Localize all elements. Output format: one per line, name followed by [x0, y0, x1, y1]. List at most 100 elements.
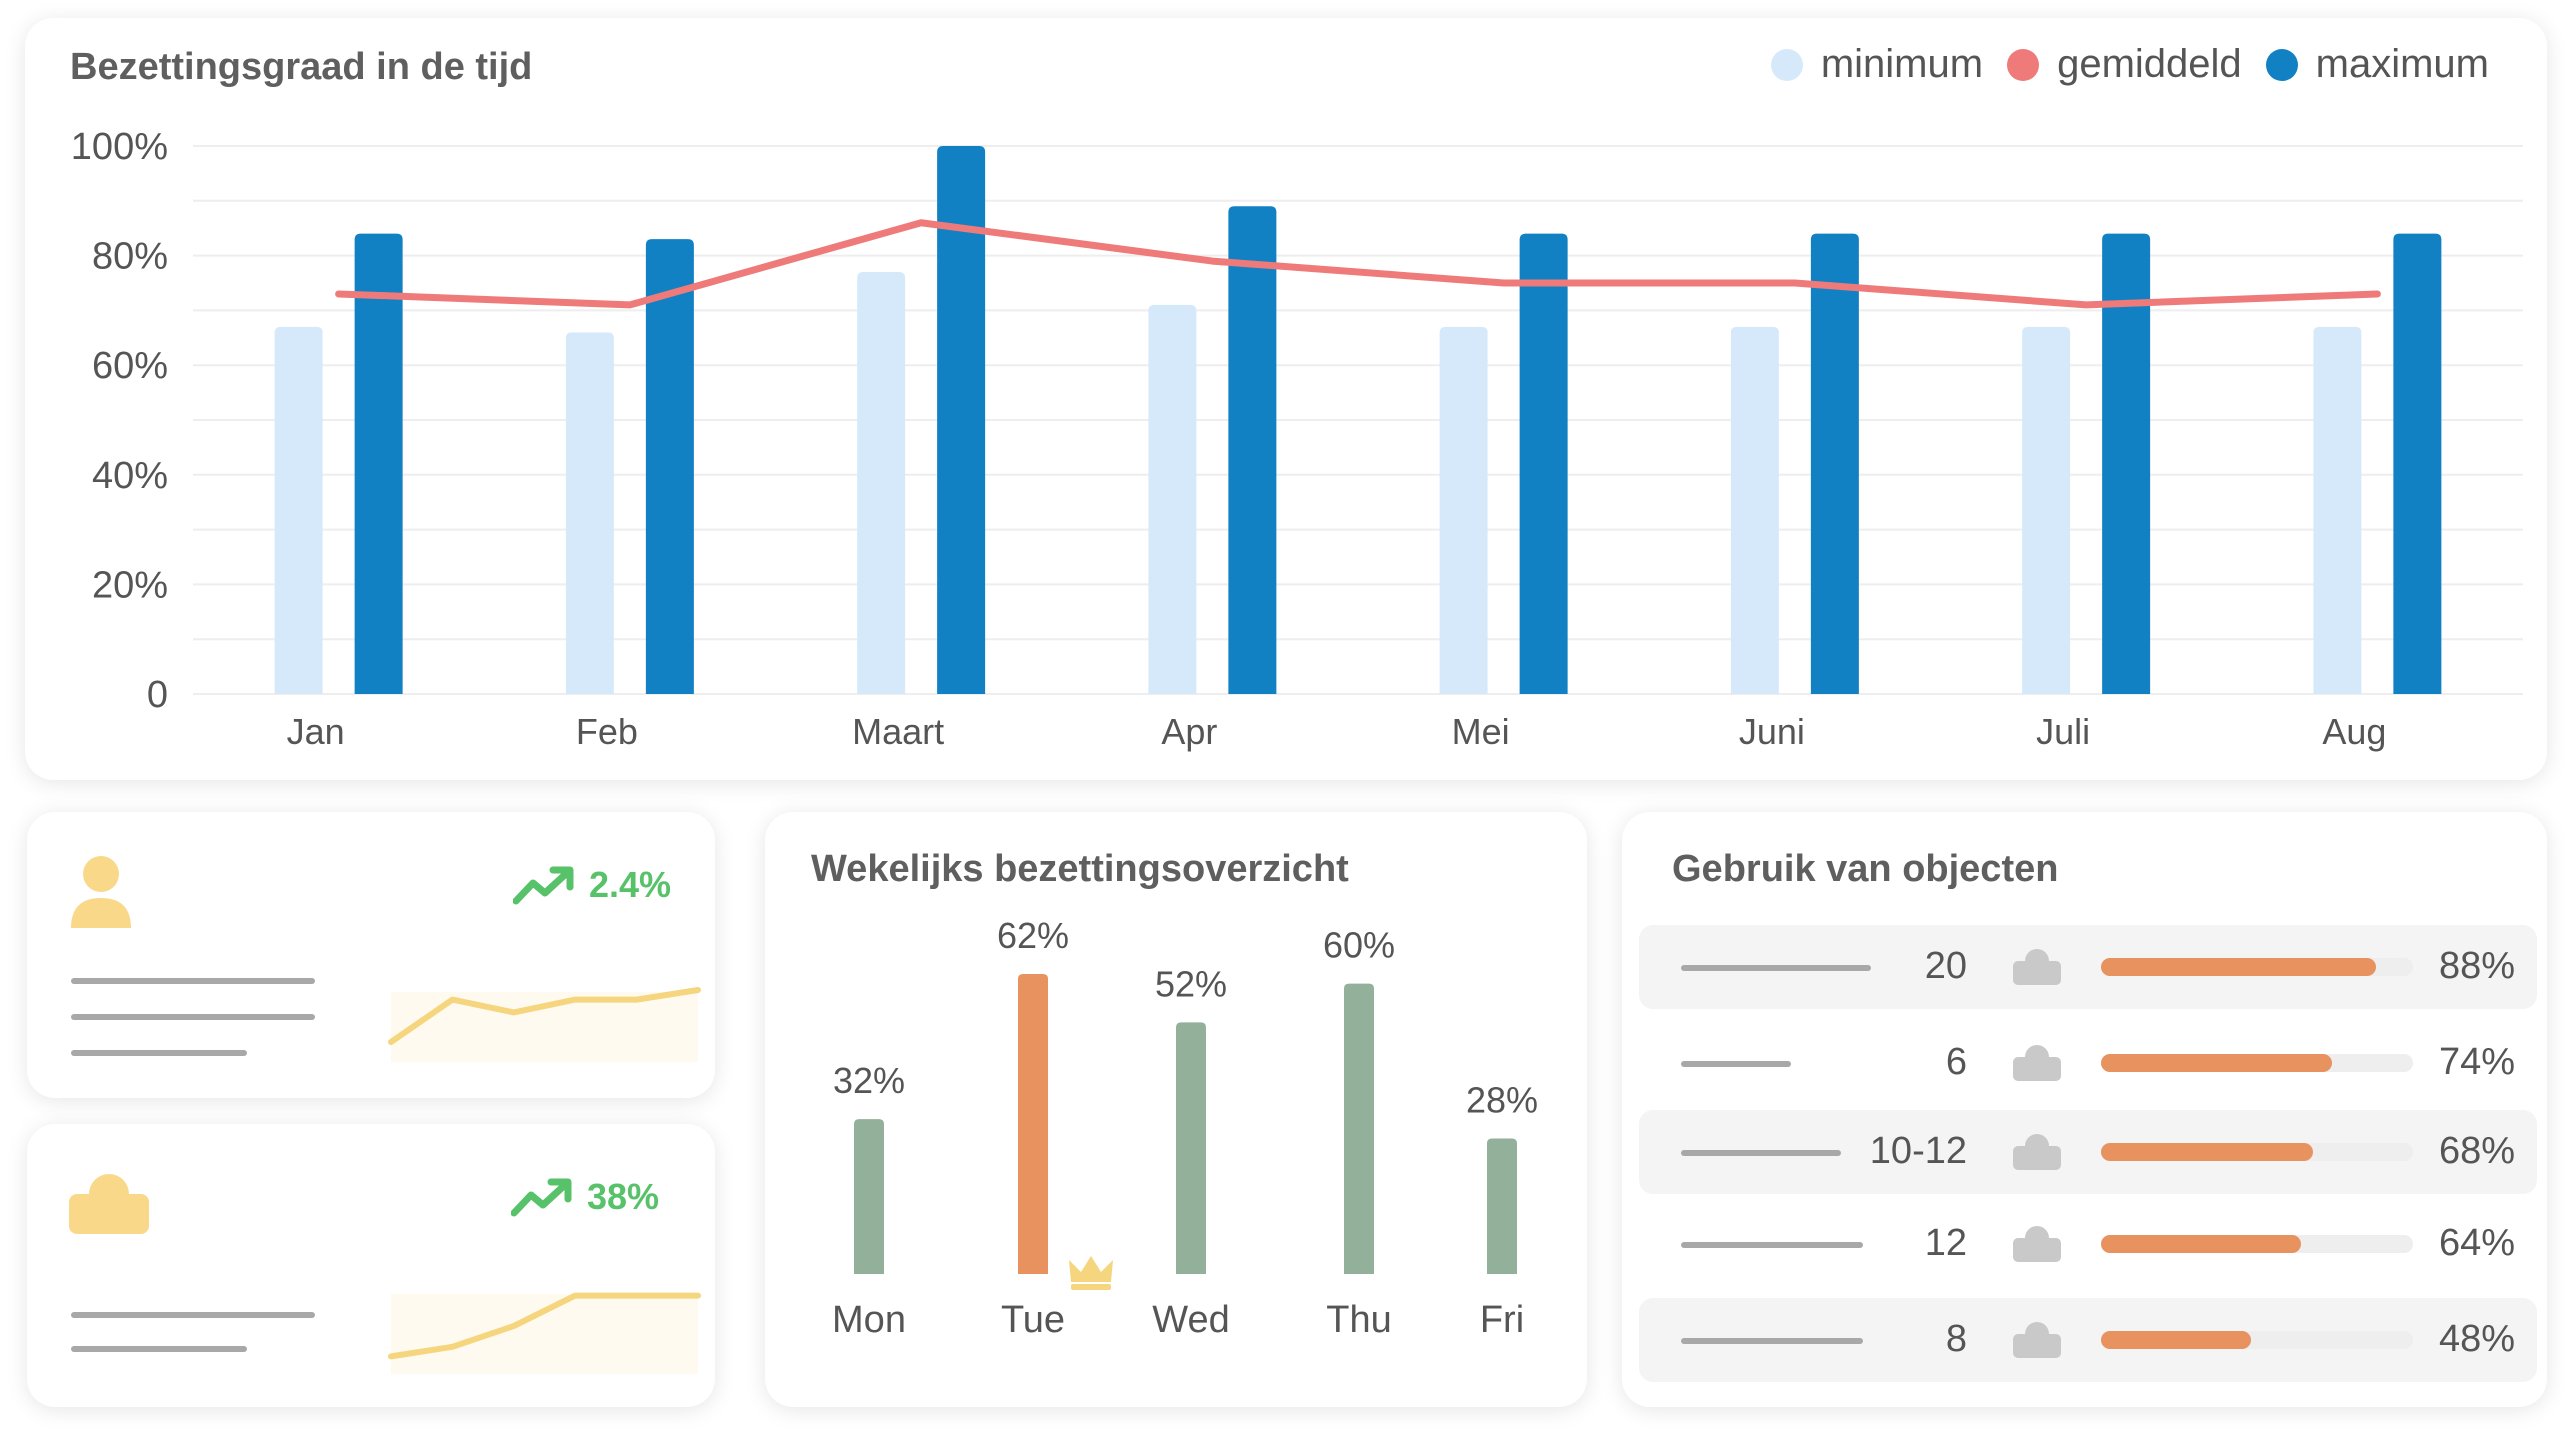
weekly-day-label: Fri — [1480, 1299, 1524, 1341]
usage-progress-fill — [2101, 1053, 2332, 1072]
trend-up-icon — [510, 1178, 572, 1217]
usage-progress-fill — [2101, 1235, 2301, 1253]
bar-maximum[interactable] — [1810, 233, 1859, 694]
occupancy-chart: 0 20% 40% 60% 80% 100% Jan Feb Maart Apr Mei Juni Ju… — [71, 126, 2523, 752]
bar-maximum[interactable] — [354, 233, 403, 694]
weekly-bar[interactable] — [1344, 983, 1374, 1274]
bar-maximum[interactable] — [1519, 233, 1568, 694]
object-row[interactable]: 8 48% — [1639, 1297, 2537, 1382]
legend-item-average[interactable]: gemiddeld — [2007, 42, 2242, 87]
sparkline-line — [388, 987, 701, 1045]
weekly-bar[interactable] — [1176, 1022, 1206, 1274]
sparkline-area — [391, 992, 698, 1062]
x-tick-label: Aug — [2322, 711, 2386, 752]
legend-item-minimum[interactable]: minimum — [1770, 42, 1983, 87]
placeholder-line — [1681, 1149, 1841, 1156]
object-row[interactable]: 6 74% — [1639, 1021, 2537, 1105]
desk-icon — [69, 1174, 149, 1234]
weekly-occupancy-card: 32% Mon 62% Tue 52% Wed 60% Thu 28% Fri Wekelijks… — [765, 812, 1587, 1407]
legend-item-maximum[interactable]: maximum — [2265, 42, 2489, 87]
chart-legend: minimum gemiddeld maximum — [1747, 42, 2489, 87]
placeholder-line — [1681, 1060, 1791, 1067]
object-percent: 74% — [2438, 1040, 2515, 1083]
y-tick-label: 40% — [92, 455, 168, 497]
user-icon — [71, 856, 131, 928]
bar-minimum[interactable] — [1148, 304, 1197, 694]
kpi-trend: 38% — [510, 1176, 659, 1218]
weekly-value-label: 62% — [997, 915, 1069, 956]
sparkline-area — [391, 1294, 698, 1374]
object-percent: 88% — [2438, 944, 2515, 987]
legend-swatch — [2007, 48, 2040, 81]
bar-maximum[interactable] — [1228, 206, 1277, 694]
legend-label: gemiddeld — [2057, 42, 2242, 86]
x-tick-label: Mei — [1452, 711, 1510, 752]
desk-icon — [2013, 1321, 2061, 1358]
y-tick-label: 60% — [92, 345, 168, 387]
weekly-day-label: Wed — [1152, 1299, 1229, 1341]
usage-progress-fill — [2101, 1142, 2314, 1161]
x-tick-label: Maart — [852, 711, 944, 752]
weekly-value-label: 60% — [1323, 925, 1395, 966]
trend-up-icon — [512, 866, 574, 905]
objects-title: Gebruik van objecten — [1672, 848, 2059, 890]
bar-minimum[interactable] — [857, 272, 906, 694]
object-row[interactable]: 10-12 68% — [1639, 1109, 2537, 1194]
placeholder-line — [71, 1312, 315, 1318]
usage-progress-bar — [2101, 1330, 2413, 1349]
weekly-bar[interactable] — [1018, 974, 1048, 1274]
usage-progress-fill — [2101, 957, 2376, 976]
crown-icon — [1069, 1256, 1113, 1290]
placeholder-line — [71, 1014, 315, 1020]
kpi-trend: 2.4% — [512, 864, 671, 906]
weekly-value-label: 32% — [833, 1060, 905, 1101]
bar-minimum[interactable] — [565, 332, 614, 694]
weekly-bar[interactable] — [854, 1119, 884, 1274]
bar-minimum[interactable] — [274, 326, 323, 694]
weekly-chart: 32% Mon 62% Tue 52% Wed 60% Thu 28% Fri — [832, 915, 1538, 1341]
placeholder-line — [1681, 1242, 1863, 1248]
occupancy-chart-card: 0 20% 40% 60% 80% 100% Jan Feb Maart Apr Mei Juni Ju… — [25, 18, 2547, 780]
chart-title: Bezettingsgraad in de tijd — [70, 46, 533, 88]
legend-label: maximum — [2315, 42, 2489, 86]
legend-swatch — [2265, 48, 2298, 81]
y-tick-label: 0 — [147, 674, 168, 716]
x-tick-label: Feb — [576, 711, 638, 752]
desk-icon — [2013, 1133, 2061, 1170]
kpi-sparkline — [388, 987, 701, 1062]
object-count: 10-12 — [1869, 1129, 1967, 1172]
usage-progress-bar — [2101, 957, 2413, 976]
weekly-value-label: 52% — [1155, 963, 1227, 1004]
bar-minimum[interactable] — [1730, 326, 1779, 694]
kpi-trend-value: 38% — [586, 1176, 659, 1217]
kpi-card-desks[interactable]: 38% — [27, 1124, 715, 1407]
object-count: 6 — [1945, 1040, 1967, 1083]
bar-maximum[interactable] — [2393, 233, 2442, 694]
placeholder-line — [71, 1050, 247, 1056]
object-percent: 68% — [2438, 1129, 2515, 1172]
bar-minimum[interactable] — [2313, 326, 2362, 694]
y-tick-label: 100% — [71, 126, 168, 168]
weekly-title: Wekelijks bezettingsoverzicht — [811, 848, 1349, 890]
object-percent: 64% — [2438, 1222, 2515, 1264]
placeholder-line — [1681, 1337, 1863, 1344]
average-line[interactable] — [335, 219, 2381, 309]
x-tick-label: Apr — [1161, 711, 1217, 752]
bar-maximum[interactable] — [937, 146, 986, 694]
object-count: 12 — [1924, 1222, 1967, 1264]
weekly-value-label: 28% — [1466, 1080, 1538, 1121]
object-row[interactable]: 20 88% — [1639, 924, 2537, 1009]
bar-maximum[interactable] — [2102, 233, 2151, 694]
object-percent: 48% — [2438, 1317, 2515, 1360]
weekly-day-label: Tue — [1001, 1299, 1065, 1341]
desk-icon — [2013, 1226, 2061, 1262]
bar-minimum[interactable] — [2022, 326, 2071, 694]
kpi-sparkline — [388, 1292, 701, 1374]
sparkline-line — [388, 1292, 701, 1360]
bar-maximum[interactable] — [645, 239, 694, 694]
kpi-card-people[interactable]: 2.4% — [27, 812, 715, 1098]
bar-minimum[interactable] — [1439, 326, 1488, 694]
usage-progress-bar — [2101, 1142, 2413, 1161]
weekly-bar[interactable] — [1487, 1138, 1517, 1274]
object-row[interactable]: 12 64% — [1639, 1202, 2537, 1286]
